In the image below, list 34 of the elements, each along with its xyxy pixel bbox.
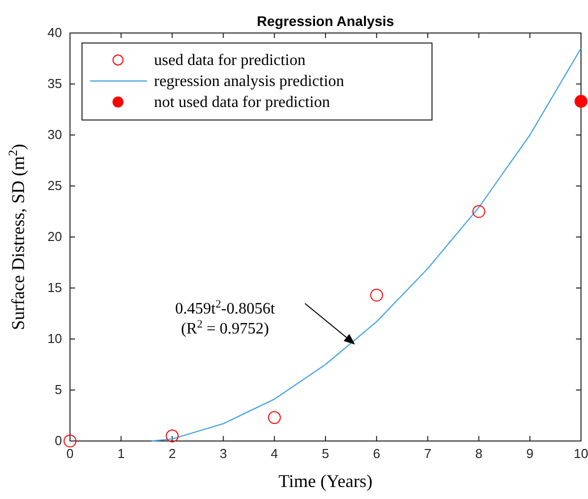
x-tick-label: 3 — [220, 446, 227, 462]
point — [268, 411, 281, 424]
x-tick-label: 5 — [322, 446, 330, 462]
x-tick-label: 1 — [117, 446, 125, 462]
y-tick-label: 0 — [54, 433, 62, 448]
line-series — [151, 48, 582, 442]
chart-title: Regression Analysis — [256, 13, 394, 29]
x-axis-title: Time (Years) — [278, 471, 373, 491]
point — [166, 429, 179, 442]
x-tick-label: 6 — [372, 446, 380, 462]
y-tick-label: 15 — [48, 280, 62, 296]
y-tick-label: 5 — [54, 382, 62, 398]
y-tick-label: 30 — [48, 127, 62, 142]
x-tick-label: 9 — [526, 446, 534, 462]
y-tick-label: 10 — [48, 331, 62, 346]
annotation: 0.459t$^{2}$-0.8056t — [175, 298, 276, 318]
x-tick-label: 7 — [424, 446, 432, 462]
point — [472, 205, 486, 218]
legend-label: used data for prediction — [154, 52, 306, 69]
x-tick-label: 8 — [475, 446, 482, 462]
y-tick-label: 40 — [48, 25, 62, 40]
x-tick-label: 10 — [574, 446, 588, 462]
annotation: (R$^{2}$ = 0.9752) — [181, 318, 269, 338]
legend-label: regression analysis prediction — [154, 73, 344, 90]
y-tick-label: 35 — [48, 76, 62, 92]
point — [370, 288, 384, 302]
y-tick-label: 25 — [48, 178, 62, 194]
x-tick-label: 2 — [168, 446, 176, 462]
x-tick-label: 4 — [270, 446, 278, 462]
point — [574, 94, 588, 108]
x-tick-label: 0 — [66, 446, 74, 462]
point — [64, 434, 76, 448]
legend-label: not used data for prediction — [154, 94, 330, 111]
y-tick-label: 20 — [48, 229, 62, 244]
